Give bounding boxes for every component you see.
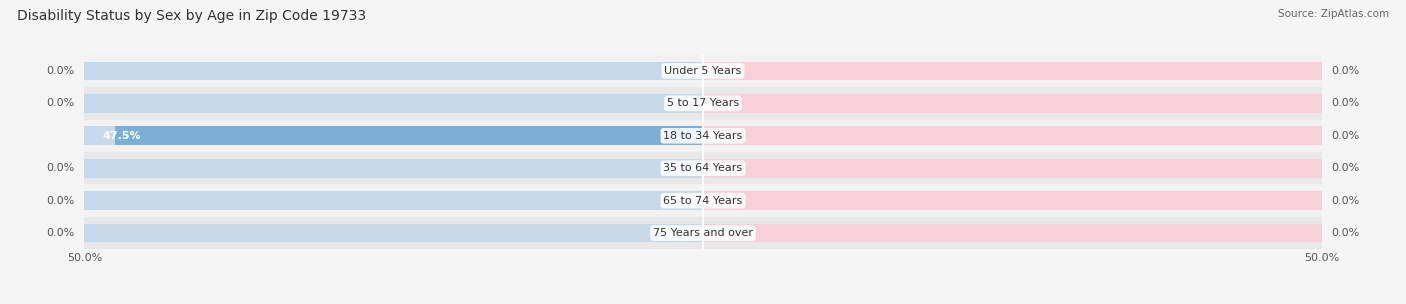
Bar <box>703 224 1322 243</box>
Bar <box>84 119 1322 152</box>
Text: Disability Status by Sex by Age in Zip Code 19733: Disability Status by Sex by Age in Zip C… <box>17 9 366 23</box>
Bar <box>84 224 703 243</box>
Text: 0.0%: 0.0% <box>1331 98 1360 108</box>
Text: 65 to 74 Years: 65 to 74 Years <box>664 196 742 206</box>
Text: 0.0%: 0.0% <box>1331 196 1360 206</box>
Text: 5 to 17 Years: 5 to 17 Years <box>666 98 740 108</box>
Bar <box>703 94 1322 113</box>
Bar <box>115 126 703 145</box>
Text: 0.0%: 0.0% <box>46 66 75 76</box>
Bar <box>703 126 1322 145</box>
Bar <box>84 152 1322 185</box>
Text: Under 5 Years: Under 5 Years <box>665 66 741 76</box>
Bar <box>84 159 703 178</box>
Text: 75 Years and over: 75 Years and over <box>652 228 754 238</box>
Text: 0.0%: 0.0% <box>46 98 75 108</box>
Text: Source: ZipAtlas.com: Source: ZipAtlas.com <box>1278 9 1389 19</box>
Text: 35 to 64 Years: 35 to 64 Years <box>664 163 742 173</box>
Bar <box>84 55 1322 87</box>
Bar <box>703 159 1322 178</box>
Text: 0.0%: 0.0% <box>1331 228 1360 238</box>
Text: 47.5%: 47.5% <box>103 131 142 141</box>
Text: 0.0%: 0.0% <box>1331 131 1360 141</box>
Bar <box>84 185 1322 217</box>
Bar <box>84 61 703 80</box>
Bar <box>703 191 1322 210</box>
Bar <box>84 94 703 113</box>
Text: 0.0%: 0.0% <box>1331 66 1360 76</box>
Text: 0.0%: 0.0% <box>1331 163 1360 173</box>
Bar <box>703 61 1322 80</box>
Text: 0.0%: 0.0% <box>46 196 75 206</box>
Text: 18 to 34 Years: 18 to 34 Years <box>664 131 742 141</box>
Bar <box>84 217 1322 249</box>
Bar <box>84 191 703 210</box>
Text: 0.0%: 0.0% <box>46 163 75 173</box>
Text: 0.0%: 0.0% <box>46 228 75 238</box>
Bar <box>84 87 1322 119</box>
Bar <box>84 126 703 145</box>
